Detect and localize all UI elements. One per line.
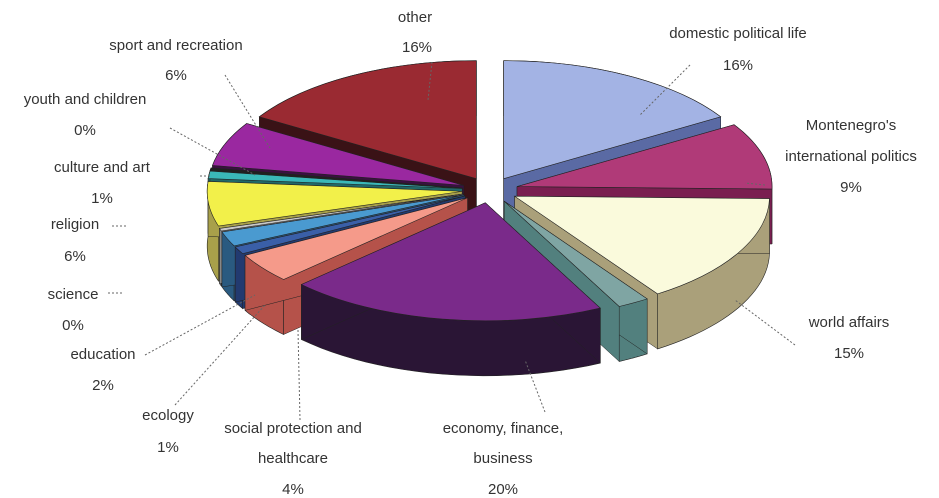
label-montenegro-pct: 9% xyxy=(840,179,862,196)
slice-world-affairs xyxy=(513,195,770,295)
label-economy-1: economy, finance, xyxy=(443,420,564,437)
leader-ecology xyxy=(174,304,266,406)
label-ecology: ecology xyxy=(142,407,194,424)
slice-culture-and-art xyxy=(207,170,463,189)
label-economy-pct: 20% xyxy=(488,481,518,498)
label-world: world affairs xyxy=(808,314,890,331)
leader-youth xyxy=(169,127,256,176)
label-education-pct: 2% xyxy=(92,377,114,394)
leader-social xyxy=(297,329,301,421)
label-culture: culture and art xyxy=(54,159,151,176)
label-world-pct: 15% xyxy=(834,345,864,362)
slice-religion xyxy=(206,181,463,227)
label-other-pct: 16% xyxy=(402,39,432,56)
label-culture-pct: 1% xyxy=(91,190,113,207)
label-economy-2: business xyxy=(473,450,532,467)
label-social-pct: 4% xyxy=(282,481,304,498)
label-montenegro-1: Montenegro's xyxy=(806,117,896,134)
label-youth: youth and children xyxy=(24,91,147,108)
label-science-pct: 0% xyxy=(62,317,84,334)
label-social-1: social protection and xyxy=(224,420,362,437)
slice-youth-and-children xyxy=(209,167,463,189)
slice-sport-and-recreation xyxy=(212,123,464,186)
slice-slice-3 xyxy=(503,200,648,307)
slice-economy-finance-business xyxy=(300,202,601,322)
leader-lines xyxy=(108,61,796,421)
slice-education xyxy=(221,194,465,247)
slice-montenegro-s-international-politics xyxy=(516,124,773,190)
label-ecology-pct: 1% xyxy=(157,439,179,456)
leader-world xyxy=(734,299,796,346)
label-domestic: domestic political life xyxy=(669,25,807,42)
label-youth-pct: 0% xyxy=(74,122,96,139)
label-education: education xyxy=(70,346,135,363)
leader-montenegro xyxy=(744,182,766,186)
label-sport-pct: 6% xyxy=(165,67,187,84)
label-montenegro-2: international politics xyxy=(785,148,917,165)
slice-social-protection-and-healthcare xyxy=(244,197,468,280)
leader-education xyxy=(144,294,256,356)
slice-other xyxy=(258,60,477,180)
label-domestic-pct: 16% xyxy=(723,57,753,74)
slice-domestic-political-life xyxy=(503,60,722,180)
slice-ecology xyxy=(234,195,466,255)
label-social-2: healthcare xyxy=(258,450,328,467)
label-religion-pct: 6% xyxy=(64,248,86,265)
leader-economy xyxy=(524,359,546,413)
pie-slice-tops xyxy=(206,60,773,322)
slice-science xyxy=(218,193,464,232)
label-sport: sport and recreation xyxy=(109,37,242,54)
slice-labels: other 16% domestic political life 16% Mo… xyxy=(24,9,917,498)
label-other: other xyxy=(398,9,432,26)
label-religion: religion xyxy=(51,216,99,233)
label-science: science xyxy=(48,286,99,303)
